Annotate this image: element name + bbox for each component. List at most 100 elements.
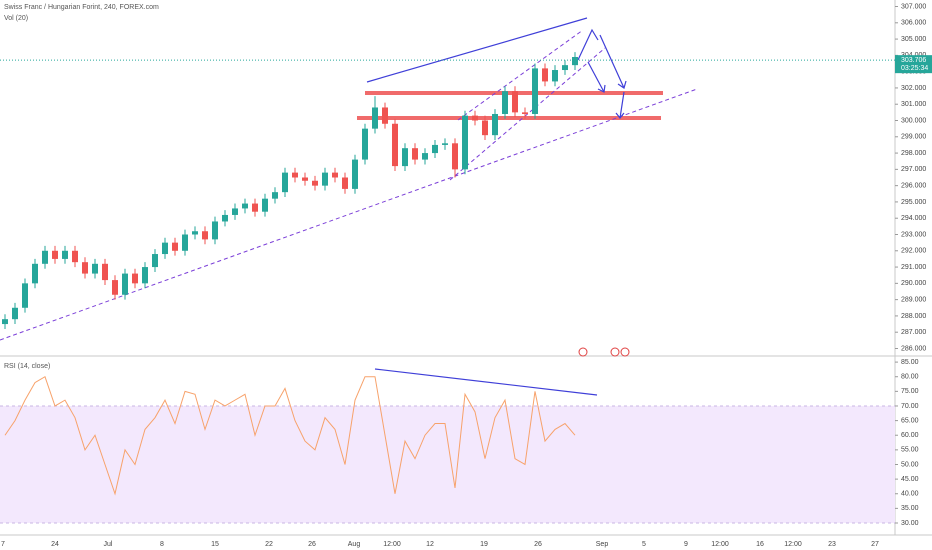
trend-line bbox=[366, 17, 588, 83]
candle-body bbox=[82, 262, 88, 274]
candle-body bbox=[432, 144, 438, 154]
x-tick-label: 12 bbox=[426, 541, 434, 548]
candle-body bbox=[202, 231, 208, 240]
x-tick-label: 12:00 bbox=[383, 541, 401, 548]
candle-body bbox=[562, 65, 568, 71]
x-tick-label: 8 bbox=[160, 541, 164, 548]
x-tick-label: 12:00 bbox=[711, 541, 729, 548]
y-tick-label: 289.000 bbox=[901, 296, 926, 303]
divergence-line bbox=[374, 368, 598, 396]
rsi-label: RSI (14, close) bbox=[4, 363, 50, 370]
candle-body bbox=[222, 214, 228, 222]
x-tick-label: 16 bbox=[756, 541, 764, 548]
y-tick-label: 288.000 bbox=[901, 313, 926, 320]
event-icon[interactable] bbox=[578, 347, 588, 357]
candle-body bbox=[162, 242, 168, 255]
y-tick-label: 80.00 bbox=[901, 374, 919, 381]
arrow-path bbox=[619, 91, 625, 119]
y-tick-label: 50.00 bbox=[901, 461, 919, 468]
candle-body bbox=[122, 273, 128, 295]
y-tick-label: 60.00 bbox=[901, 432, 919, 439]
channel-line bbox=[457, 29, 584, 121]
candle-body bbox=[422, 153, 428, 160]
y-tick-label: 65.00 bbox=[901, 417, 919, 424]
x-tick-label: 24 bbox=[51, 541, 59, 548]
candle-body bbox=[452, 143, 458, 170]
y-tick-label: 307.000 bbox=[901, 3, 926, 10]
candle-body bbox=[22, 283, 28, 308]
candle-body bbox=[72, 250, 78, 263]
y-tick-label: 291.000 bbox=[901, 264, 926, 271]
rsi-line bbox=[4, 375, 576, 496]
candle-body bbox=[462, 115, 468, 170]
y-tick-label: 70.00 bbox=[901, 403, 919, 410]
candle-body bbox=[32, 263, 38, 284]
candle-body bbox=[132, 273, 138, 284]
y-tick-label: 290.000 bbox=[901, 280, 926, 287]
arrow-path bbox=[587, 61, 605, 93]
x-tick-label: Aug bbox=[348, 541, 361, 548]
arrow-head bbox=[615, 112, 625, 119]
candle-body bbox=[412, 148, 418, 160]
candle-body bbox=[102, 263, 108, 281]
arrow-head bbox=[617, 80, 627, 89]
x-tick-label: Sep bbox=[596, 541, 609, 548]
x-tick-label: 15 bbox=[211, 541, 219, 548]
candle-body bbox=[382, 107, 388, 124]
y-tick-label: 75.00 bbox=[901, 388, 919, 395]
candle-body bbox=[472, 115, 478, 121]
event-icon[interactable] bbox=[610, 347, 620, 357]
candle-body bbox=[212, 221, 218, 240]
y-tick-label: 299.000 bbox=[901, 134, 926, 141]
candle-body bbox=[352, 159, 358, 189]
y-tick-label: 30.00 bbox=[901, 520, 919, 527]
rsi-band bbox=[0, 405, 895, 524]
candle-body bbox=[152, 254, 158, 268]
x-tick-label: 7 bbox=[1, 541, 5, 548]
last-price-box bbox=[895, 55, 932, 74]
candle-body bbox=[362, 128, 368, 160]
trend-line bbox=[0, 88, 698, 341]
x-tick-label: 5 bbox=[642, 541, 646, 548]
y-tick-label: 293.000 bbox=[901, 231, 926, 238]
candle-body bbox=[572, 56, 578, 66]
y-tick-label: 298.000 bbox=[901, 150, 926, 157]
candle-body bbox=[552, 70, 558, 82]
chart-title: Swiss Franc / Hungarian Forint, 240, FOR… bbox=[4, 4, 159, 11]
x-tick-label: 26 bbox=[308, 541, 316, 548]
candle-body bbox=[182, 234, 188, 251]
candle-body bbox=[302, 177, 308, 181]
support-zone bbox=[357, 116, 661, 120]
y-tick-label: 287.000 bbox=[901, 329, 926, 336]
y-tick-label: 297.000 bbox=[901, 166, 926, 173]
candle-body bbox=[542, 68, 548, 82]
candle-body bbox=[172, 242, 178, 251]
candle-body bbox=[12, 307, 18, 320]
arrow-path bbox=[577, 28, 599, 61]
candle-body bbox=[502, 91, 508, 114]
candle-body bbox=[312, 180, 318, 186]
candle-body bbox=[92, 263, 98, 274]
arrow-path bbox=[599, 34, 625, 89]
arrow-head bbox=[597, 84, 606, 93]
countdown-label: 03:25:34 bbox=[901, 65, 928, 72]
y-tick-label: 296.000 bbox=[901, 182, 926, 189]
x-tick-label: 22 bbox=[265, 541, 273, 548]
y-tick-label: 306.000 bbox=[901, 20, 926, 27]
candle-body bbox=[252, 203, 258, 212]
candle-body bbox=[442, 143, 448, 145]
candle-body bbox=[242, 203, 248, 209]
candle-body bbox=[332, 172, 338, 178]
y-tick-label: 35.00 bbox=[901, 505, 919, 512]
y-tick-label: 305.000 bbox=[901, 36, 926, 43]
x-tick-label: 26 bbox=[534, 541, 542, 548]
candle-body bbox=[272, 192, 278, 199]
y-tick-label: 286.000 bbox=[901, 345, 926, 352]
event-icon[interactable] bbox=[620, 347, 630, 357]
candle-body bbox=[52, 250, 58, 259]
x-tick-label: Jul bbox=[104, 541, 113, 548]
x-tick-label: 27 bbox=[871, 541, 879, 548]
y-tick-label: 85.00 bbox=[901, 359, 919, 366]
candle-body bbox=[192, 231, 198, 235]
